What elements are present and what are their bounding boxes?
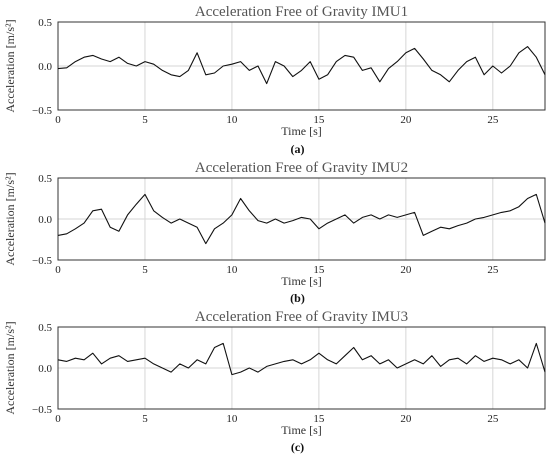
panel-caption-a: (a) bbox=[291, 142, 305, 156]
trace-imu3 bbox=[57, 342, 546, 376]
x-tick-label-c-1: 5 bbox=[142, 413, 148, 425]
panel-caption-c: (c) bbox=[291, 440, 304, 454]
x-tick-label-a-1: 5 bbox=[142, 114, 148, 126]
x-tick-label-b-1: 5 bbox=[142, 264, 148, 276]
x-tick-label-b-3: 15 bbox=[313, 264, 325, 276]
x-tick-label-a-3: 15 bbox=[313, 114, 325, 126]
y-tick-label-b-2: −0.5 bbox=[32, 255, 52, 267]
y-tick-label-b-0: 0.5 bbox=[38, 173, 52, 185]
x-tick-label-c-5: 25 bbox=[487, 413, 499, 425]
y-tick-label-a-0: 0.5 bbox=[38, 17, 52, 29]
x-tick-label-c-3: 15 bbox=[313, 413, 325, 425]
chart-title-c: Acceleration Free of Gravity IMU3 bbox=[195, 309, 408, 325]
panel-a: Acceleration Free of Gravity IMU1 Time [… bbox=[3, 4, 546, 156]
x-tick-label-c-4: 20 bbox=[400, 413, 412, 425]
x-tick-label-c-0: 0 bbox=[55, 413, 61, 425]
x-axis-label-a: Time [s] bbox=[281, 124, 322, 138]
y-tick-label-a-2: −0.5 bbox=[32, 105, 52, 117]
x-tick-label-b-2: 10 bbox=[226, 264, 238, 276]
y-tick-label-c-0: 0.5 bbox=[38, 322, 52, 334]
y-tick-label-c-1: 0.0 bbox=[38, 363, 52, 375]
x-tick-label-b-4: 20 bbox=[400, 264, 412, 276]
chart-title-a: Acceleration Free of Gravity IMU1 bbox=[195, 4, 408, 20]
y-axis-label-a: Acceleration [m/s²] bbox=[3, 19, 17, 112]
plot-frame-c bbox=[57, 326, 546, 410]
y-axis-label-c: Acceleration [m/s²] bbox=[3, 321, 17, 414]
x-tick-label-a-0: 0 bbox=[55, 114, 61, 126]
y-tick-label-c-2: −0.5 bbox=[32, 404, 52, 416]
x-tick-label-a-2: 10 bbox=[226, 114, 238, 126]
panel-caption-b: (b) bbox=[290, 291, 305, 305]
y-axis-label-b: Acceleration [m/s²] bbox=[3, 172, 17, 265]
plot-frame-a bbox=[57, 21, 546, 111]
plot-frame-b bbox=[57, 177, 546, 261]
x-axis-label-c: Time [s] bbox=[281, 423, 322, 437]
x-tick-label-b-0: 0 bbox=[55, 264, 61, 276]
x-axis-label-b: Time [s] bbox=[281, 274, 322, 288]
x-tick-label-c-2: 10 bbox=[226, 413, 238, 425]
trace-imu1 bbox=[57, 46, 546, 85]
panel-b: Acceleration Free of Gravity IMU2 Time [… bbox=[3, 160, 546, 305]
y-tick-label-a-1: 0.0 bbox=[38, 61, 52, 73]
chart-title-b: Acceleration Free of Gravity IMU2 bbox=[195, 160, 408, 176]
x-tick-label-a-4: 20 bbox=[400, 114, 412, 126]
x-tick-label-a-5: 25 bbox=[487, 114, 499, 126]
trace-imu2 bbox=[57, 193, 546, 245]
panel-c: Acceleration Free of Gravity IMU3 Time [… bbox=[3, 309, 546, 454]
x-tick-label-b-5: 25 bbox=[487, 264, 499, 276]
y-tick-label-b-1: 0.0 bbox=[38, 214, 52, 226]
